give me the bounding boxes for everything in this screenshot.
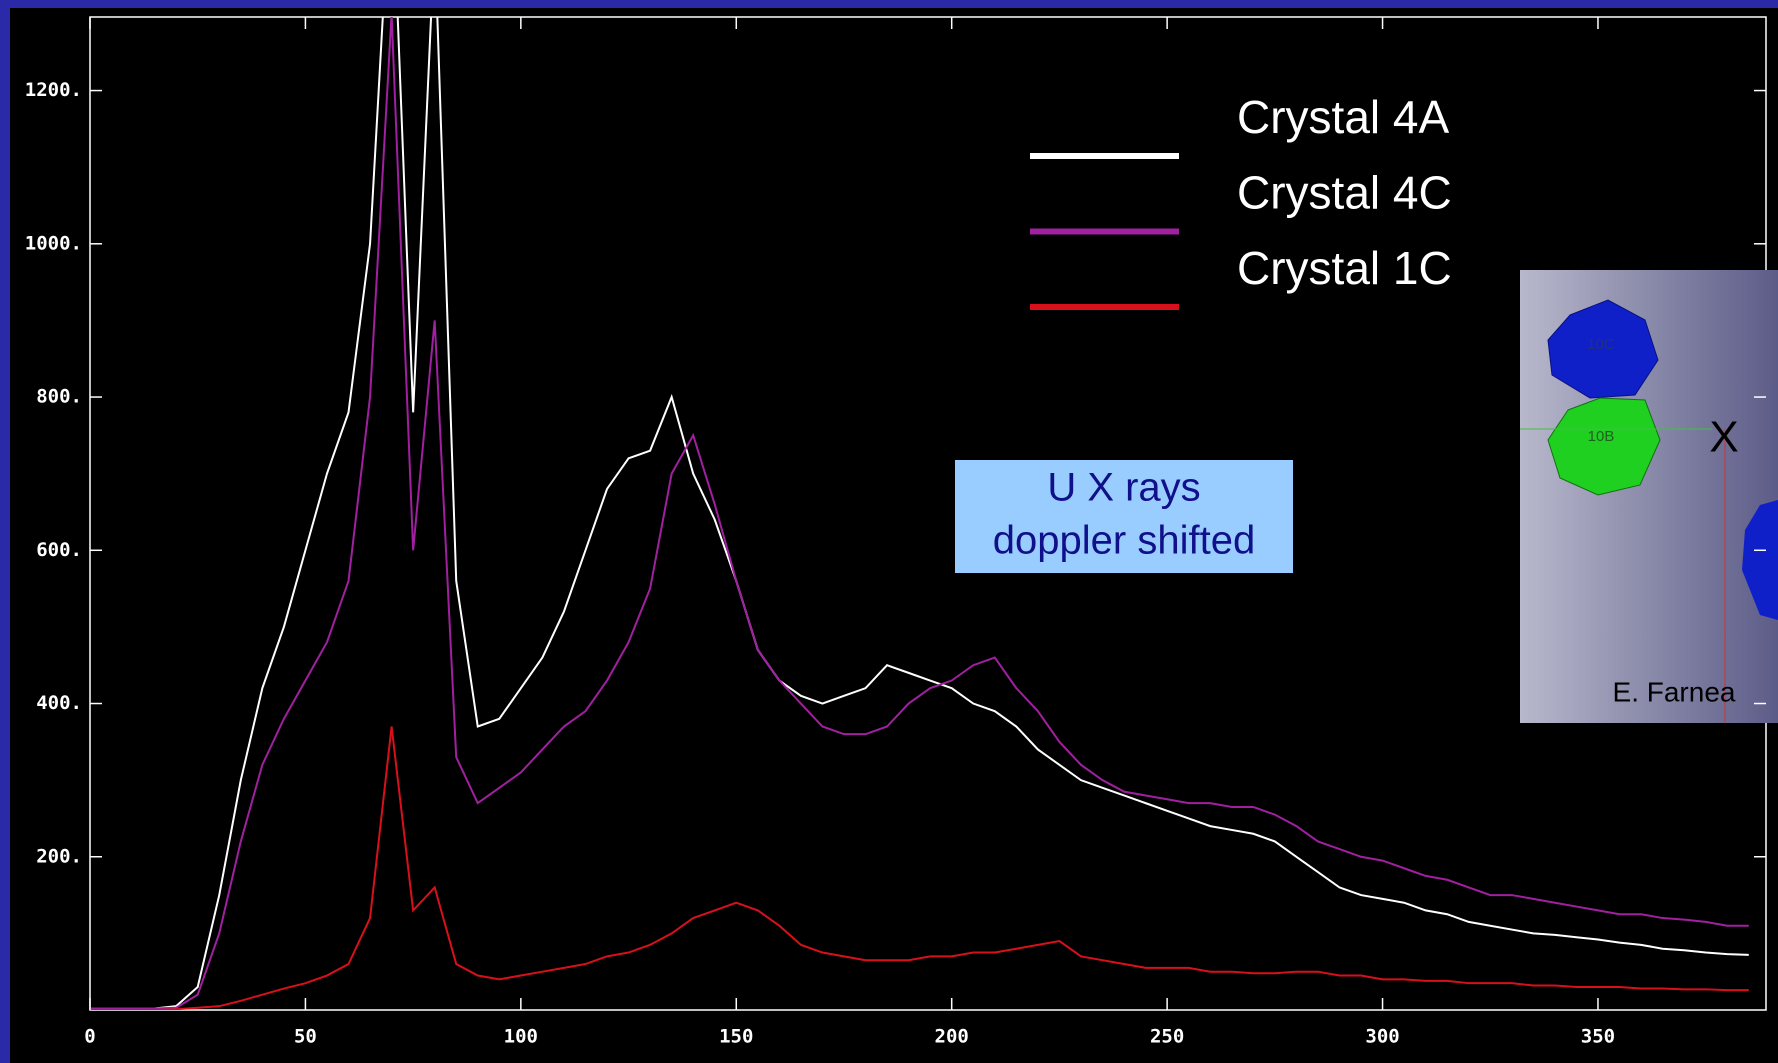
x-tick-label: 350 — [1581, 1026, 1615, 1048]
inset-label: 10C — [1587, 336, 1615, 353]
y-tick-label: 1000. — [25, 232, 82, 254]
inset: 10C 10B X E. Farnea — [1520, 270, 1778, 723]
crystal-shape — [1547, 299, 1659, 399]
legend-label: Crystal 4C — [1237, 167, 1452, 219]
inset-label: X — [1709, 413, 1738, 462]
series-line — [90, 17, 1749, 1010]
legend-label: Crystal 1C — [1237, 242, 1452, 294]
series-line — [90, 17, 1749, 1010]
x-tick-label: 200 — [935, 1026, 969, 1048]
x-tick-label: 250 — [1150, 1026, 1184, 1048]
y-tick-label: 800. — [36, 386, 82, 408]
y-tick-label: 400. — [36, 692, 82, 714]
crystal-shape — [1742, 500, 1778, 620]
y-tick-label: 600. — [36, 539, 82, 561]
legend: Crystal 4A Crystal 4C Crystal 1C — [1030, 91, 1452, 310]
inset-credit: E. Farnea — [1613, 676, 1736, 707]
x-tick-label: 100 — [504, 1026, 538, 1048]
series-line — [90, 726, 1749, 1010]
annotation-box — [955, 460, 1293, 573]
series-layer — [90, 17, 1749, 1010]
crystal-shape — [1547, 397, 1661, 496]
x-tick-label: 300 — [1365, 1026, 1399, 1048]
x-tick-label: 150 — [719, 1026, 753, 1048]
annotation-text: doppler shifted — [993, 519, 1255, 563]
legend-label: Crystal 4A — [1237, 91, 1449, 143]
plot-background — [10, 8, 1778, 1063]
annotation-text: U X rays — [1047, 466, 1200, 510]
y-tick-label: 1200. — [25, 79, 82, 101]
inset-label: 10B — [1588, 428, 1615, 445]
x-tick-label: 0 — [84, 1026, 95, 1048]
x-tick-label: 50 — [294, 1026, 317, 1048]
y-tick-label: 200. — [36, 845, 82, 867]
